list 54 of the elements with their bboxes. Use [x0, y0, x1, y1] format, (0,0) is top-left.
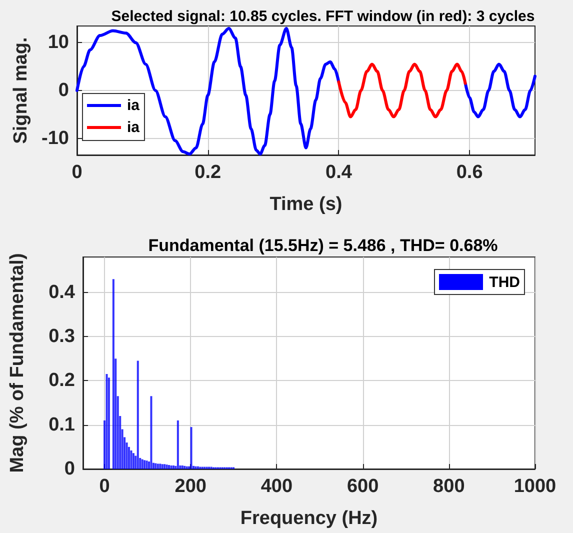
y-axis-title: Signal mag.	[10, 37, 32, 144]
bar	[128, 446, 130, 469]
y-tick-label: 0	[58, 80, 69, 101]
x-tick-label: 600	[346, 476, 379, 497]
bar	[150, 396, 152, 469]
chart-title: Fundamental (15.5Hz) = 5.486 , THD= 0.68%	[148, 236, 498, 255]
legend-label: THD	[489, 274, 520, 290]
bar	[181, 465, 184, 469]
bar	[130, 450, 132, 469]
bar	[168, 465, 170, 469]
bar	[108, 378, 110, 469]
x-axis-title: Frequency (Hz)	[240, 508, 378, 529]
line-series	[337, 62, 467, 118]
x-tick-label: 0	[99, 476, 110, 497]
bar	[166, 464, 168, 469]
y-tick-label: 0.3	[48, 326, 75, 347]
x-tick-label: 800	[433, 476, 465, 497]
bar	[196, 466, 199, 469]
bar	[172, 465, 174, 469]
chart-title: Selected signal: 10.85 cycles. FFT window (in red): 3 cycles	[111, 8, 535, 25]
bar	[186, 466, 188, 469]
bar	[136, 360, 139, 469]
bar	[170, 465, 172, 469]
legend-label: ia	[127, 97, 140, 114]
x-tick-label: 200	[174, 476, 206, 497]
y-tick-label: 0.4	[48, 282, 76, 303]
bar	[156, 464, 159, 469]
x-tick-label: 0.2	[194, 162, 222, 183]
x-tick-label: 1000	[514, 476, 556, 497]
bar	[176, 420, 179, 469]
bar	[161, 464, 164, 469]
y-tick-label: 0.2	[48, 370, 75, 392]
x-tick-label: 0.6	[456, 162, 483, 183]
bar	[190, 427, 192, 469]
bar	[106, 374, 108, 469]
x-tick-label: 0.4	[326, 162, 352, 183]
x-axis-title: Time (s)	[270, 194, 342, 215]
y-tick-label: 10	[48, 32, 69, 54]
y-tick-label: 0	[64, 458, 75, 480]
bar	[164, 464, 166, 469]
bar	[154, 463, 157, 469]
bar	[159, 464, 162, 469]
bar	[141, 459, 144, 469]
y-axis-title: Mag (% of Fundamental)	[7, 253, 28, 473]
y-tick-label: 0.1	[48, 414, 76, 436]
bar	[144, 460, 146, 469]
bar	[146, 460, 148, 469]
legend-label: ia	[127, 119, 140, 136]
bar	[184, 466, 186, 469]
bar	[112, 279, 114, 469]
x-tick-label: 400	[260, 476, 293, 497]
bar	[132, 453, 134, 469]
y-tick-label: -10	[42, 128, 69, 149]
bar	[194, 466, 197, 469]
